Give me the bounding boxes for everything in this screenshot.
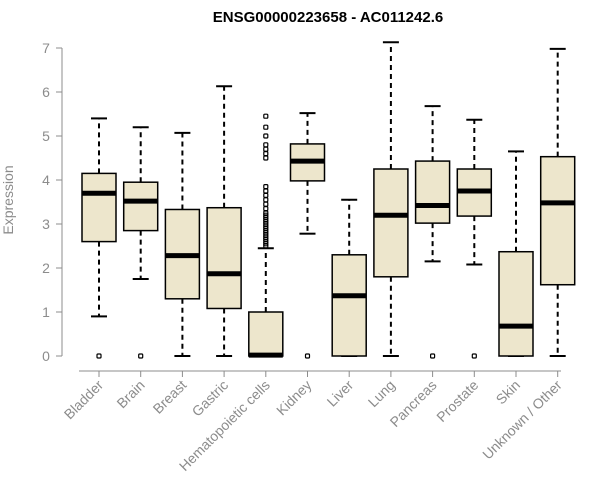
y-tick-label: 1 <box>42 304 50 320</box>
y-tick-label: 4 <box>42 172 50 188</box>
y-axis-label: Expression <box>0 165 16 234</box>
box-12 <box>539 47 576 357</box>
x-tick-label: Lung <box>365 377 398 410</box>
x-tick-label: Skin <box>493 377 524 408</box>
outlier-point <box>263 197 269 203</box>
box-rect <box>248 311 284 357</box>
x-tick-label: Prostate <box>433 377 481 425</box>
box-rect <box>539 155 576 286</box>
outlier-point <box>263 124 269 130</box>
box-11 <box>498 150 534 357</box>
outlier-point <box>263 142 269 148</box>
outlier-point <box>471 353 477 359</box>
outlier-point <box>263 188 269 194</box>
box-1 <box>81 117 117 359</box>
box-9 <box>414 105 451 359</box>
y-tick-label: 0 <box>42 348 50 364</box>
chart-title: ENSG00000223658 - AC011242.6 <box>213 9 443 26</box>
box-8 <box>373 41 409 357</box>
outlier-point <box>138 353 144 359</box>
outlier-point <box>263 184 269 190</box>
outlier-point <box>263 192 269 198</box>
outlier-point <box>263 151 269 157</box>
x-tick-label: Unknown / Other <box>479 377 565 463</box>
box-rect <box>498 250 534 357</box>
outlier-point <box>430 353 436 359</box>
y-tick-label: 2 <box>42 260 50 276</box>
x-tick-label: Breast <box>150 377 190 417</box>
y-tick-label: 3 <box>42 216 50 232</box>
box-rect <box>414 160 451 224</box>
y-tick-label: 5 <box>42 128 50 144</box>
box-7 <box>331 198 367 357</box>
boxes <box>81 41 576 359</box>
y-tick-label: 6 <box>42 84 50 100</box>
x-tick-label: Bladder <box>61 377 107 423</box>
box-3 <box>164 131 201 357</box>
x-tick-label: Kidney <box>273 377 315 419</box>
box-rect <box>206 206 242 310</box>
outlier-point <box>263 133 269 139</box>
box-10 <box>456 118 493 359</box>
box-rect <box>122 181 159 232</box>
outlier-point <box>96 353 102 359</box>
box-4 <box>206 85 242 357</box>
outlier-point <box>263 206 269 212</box>
y-tick-label: 7 <box>42 40 50 56</box>
x-tick-label: Liver <box>324 377 357 410</box>
box-2 <box>122 126 159 359</box>
box-rect <box>81 172 117 243</box>
box-5 <box>248 113 284 358</box>
outlier-point <box>263 155 269 161</box>
box-rect <box>331 254 367 357</box>
outlier-point <box>263 113 269 119</box>
outlier-point <box>263 201 269 207</box>
y-axis-ticks: 0 1 2 3 4 5 6 7 <box>42 40 62 364</box>
x-tick-label: Brain <box>113 377 147 411</box>
outlier-point <box>263 146 269 152</box>
box-rect <box>373 168 409 278</box>
outlier-point <box>304 353 311 359</box>
box-6 <box>289 112 326 359</box>
